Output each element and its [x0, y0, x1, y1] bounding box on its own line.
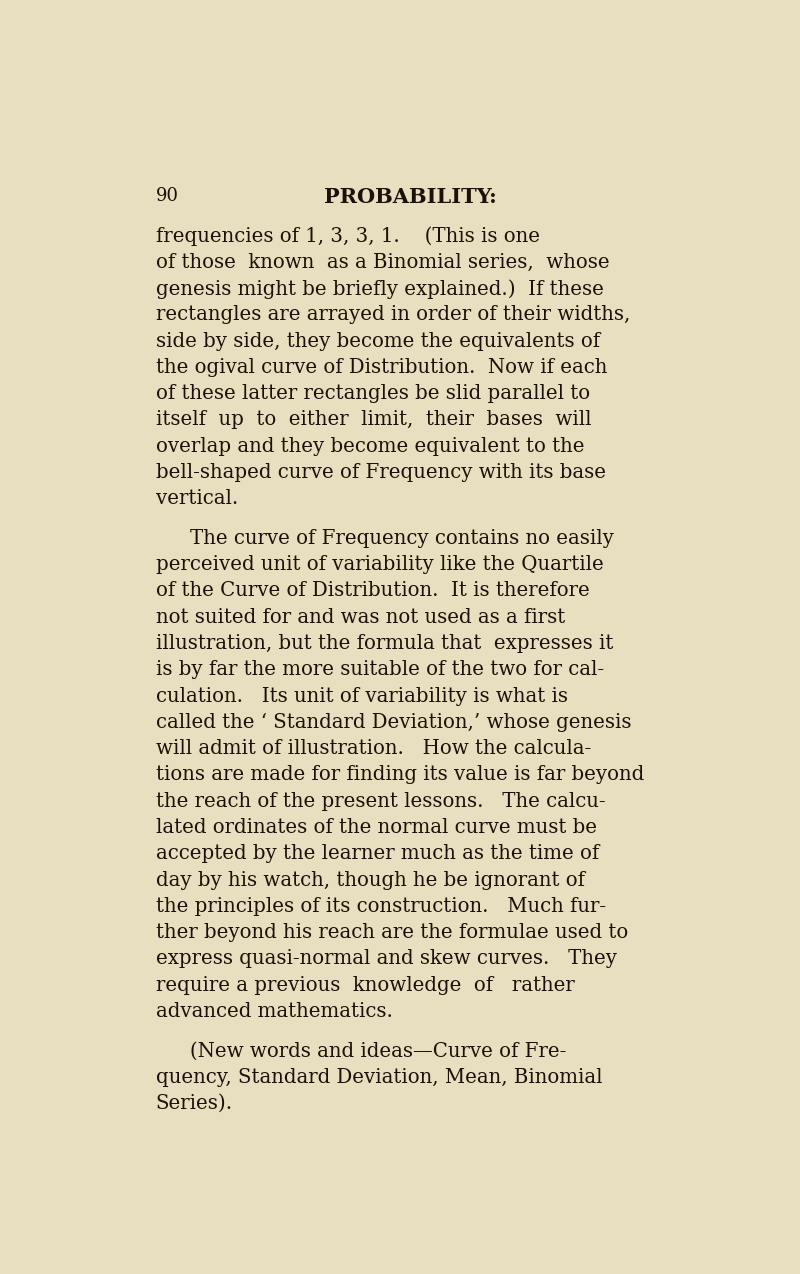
Text: express quasi-normal and skew curves.   They: express quasi-normal and skew curves. Th… — [156, 949, 617, 968]
Text: of those  known  as a Binomial series,  whose: of those known as a Binomial series, who… — [156, 252, 610, 271]
Text: vertical.: vertical. — [156, 489, 238, 508]
Text: tions are made for finding its value is far beyond: tions are made for finding its value is … — [156, 766, 644, 785]
Text: side by side, they become the equivalents of: side by side, they become the equivalent… — [156, 331, 600, 350]
Text: advanced mathematics.: advanced mathematics. — [156, 1003, 393, 1020]
Text: ther beyond his reach are the formulae used to: ther beyond his reach are the formulae u… — [156, 924, 628, 943]
Text: the principles of its construction.   Much fur-: the principles of its construction. Much… — [156, 897, 606, 916]
Text: The curve of Frequency contains no easily: The curve of Frequency contains no easil… — [190, 529, 614, 548]
Text: called the ‘ Standard Deviation,’ whose genesis: called the ‘ Standard Deviation,’ whose … — [156, 713, 631, 733]
Text: accepted by the learner much as the time of: accepted by the learner much as the time… — [156, 845, 599, 864]
Text: not suited for and was not used as a first: not suited for and was not used as a fir… — [156, 608, 565, 627]
Text: 90: 90 — [156, 187, 179, 205]
Text: illustration, but the formula that  expresses it: illustration, but the formula that expre… — [156, 634, 613, 654]
Text: quency, Standard Deviation, Mean, Binomial: quency, Standard Deviation, Mean, Binomi… — [156, 1068, 602, 1087]
Text: of these latter rectangles be slid parallel to: of these latter rectangles be slid paral… — [156, 385, 590, 403]
Text: genesis might be briefly explained.)  If these: genesis might be briefly explained.) If … — [156, 279, 604, 298]
Text: itself  up  to  either  limit,  their  bases  will: itself up to either limit, their bases w… — [156, 410, 591, 429]
Text: perceived unit of variability like the Quartile: perceived unit of variability like the Q… — [156, 555, 603, 575]
Text: lated ordinates of the normal curve must be: lated ordinates of the normal curve must… — [156, 818, 597, 837]
Text: will admit of illustration.   How the calcula-: will admit of illustration. How the calc… — [156, 739, 591, 758]
Text: (New words and ideas—Curve of Fre-: (New words and ideas—Curve of Fre- — [190, 1041, 566, 1060]
Text: frequencies of 1, 3, 3, 1.    (This is one: frequencies of 1, 3, 3, 1. (This is one — [156, 227, 540, 246]
Text: day by his watch, though he be ignorant of: day by his watch, though he be ignorant … — [156, 870, 585, 889]
Text: bell-shaped curve of Frequency with its base: bell-shaped curve of Frequency with its … — [156, 462, 606, 482]
Text: overlap and they become equivalent to the: overlap and they become equivalent to th… — [156, 437, 584, 456]
Text: the reach of the present lessons.   The calcu-: the reach of the present lessons. The ca… — [156, 791, 606, 810]
Text: Series).: Series). — [156, 1094, 233, 1113]
Text: culation.   Its unit of variability is what is: culation. Its unit of variability is wha… — [156, 687, 568, 706]
Text: of the Curve of Distribution.  It is therefore: of the Curve of Distribution. It is ther… — [156, 581, 590, 600]
Text: rectangles are arrayed in order of their widths,: rectangles are arrayed in order of their… — [156, 306, 630, 325]
Text: require a previous  knowledge  of   rather: require a previous knowledge of rather — [156, 976, 574, 995]
Text: PROBABILITY:: PROBABILITY: — [324, 187, 496, 208]
Text: the ogival curve of Distribution.  Now if each: the ogival curve of Distribution. Now if… — [156, 358, 607, 377]
Text: is by far the more suitable of the two for cal-: is by far the more suitable of the two f… — [156, 660, 604, 679]
